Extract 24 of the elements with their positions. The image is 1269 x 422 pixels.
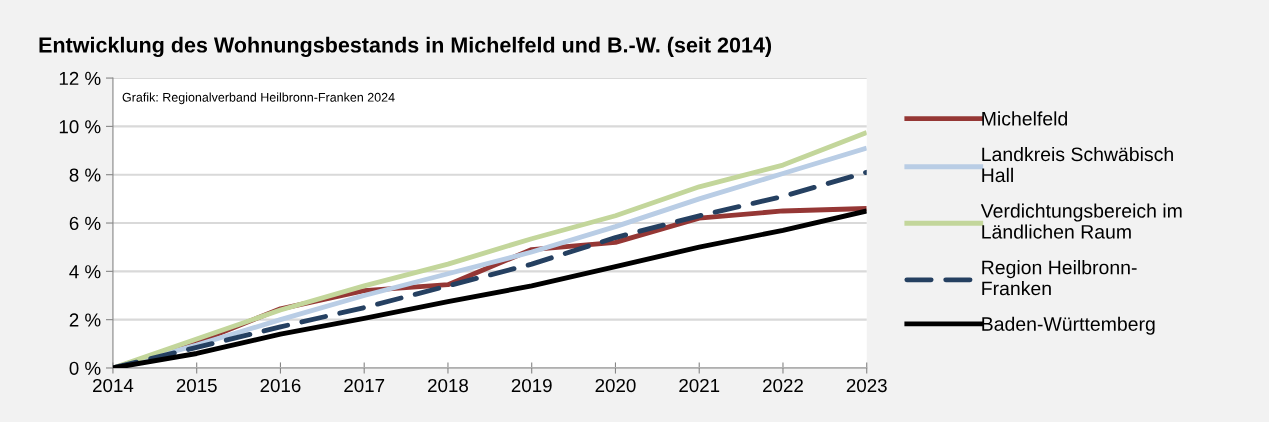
- legend-label: Michelfeld: [982, 111, 1068, 126]
- x-tick-label: 2018: [428, 378, 468, 393]
- y-tick-label: 4 %: [69, 265, 101, 279]
- legend-label: Baden-Württemberg: [982, 316, 1155, 335]
- x-tick-label: 2020: [595, 378, 636, 393]
- annotation: Grafik: Regionalverband Heilbronn-Franken 2024: [122, 92, 395, 105]
- x-tick-label: 2017: [344, 378, 385, 393]
- x-tick-label: 2022: [763, 378, 803, 393]
- y-tick-label: 0 %: [69, 361, 101, 375]
- legend-label: Verdichtungsbereich im Ländlichen Raum: [980, 203, 1182, 239]
- legend-label: Landkreis Schwäbisch Hall: [982, 146, 1173, 183]
- y-tick-label: 12 %: [59, 71, 101, 85]
- x-tick-label: 2016: [260, 378, 301, 393]
- legend-label: Region Heilbronn- Franken: [982, 260, 1137, 296]
- x-tick-label: 2015: [176, 378, 217, 393]
- y-tick-label: 6 %: [69, 216, 101, 231]
- x-tick-label: 2019: [511, 378, 552, 393]
- y-tick-label: 2 %: [69, 313, 101, 327]
- y-tick-label: 10 %: [59, 120, 101, 134]
- y-tick-label: 8 %: [69, 168, 101, 182]
- chart-title: Entwicklung des Wohnungsbestands in Michelfeld und B.-W. (seit 2014): [39, 36, 772, 57]
- x-tick-label: 2023: [846, 378, 887, 393]
- x-tick-label: 2021: [679, 378, 720, 393]
- x-tick-label: 2014: [93, 378, 134, 393]
